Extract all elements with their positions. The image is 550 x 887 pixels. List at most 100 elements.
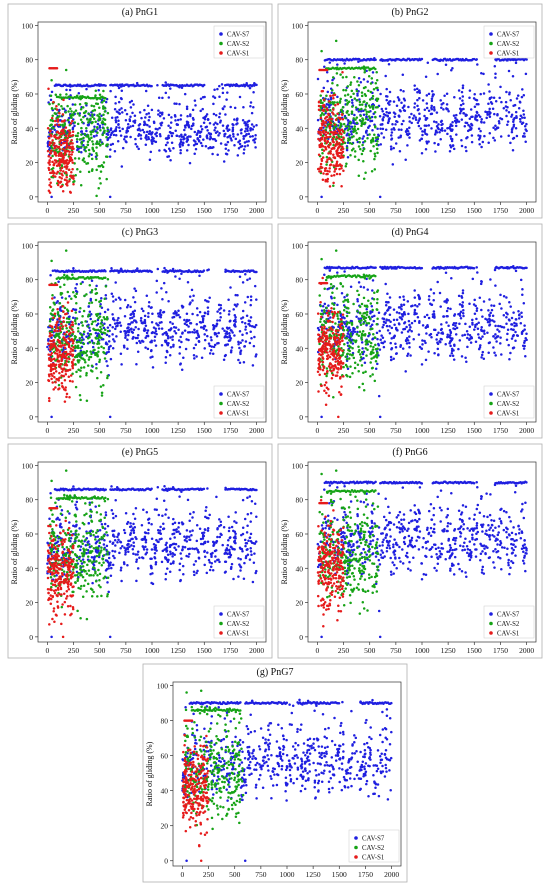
point-cav-s7 [208, 122, 212, 125]
point-cav-s7 [187, 325, 190, 328]
point-cav-s2 [363, 71, 366, 74]
point-cav-s7 [326, 79, 329, 83]
point-cav-s7 [512, 311, 515, 314]
point-cav-s7 [362, 78, 366, 81]
point-cav-s2 [103, 129, 106, 133]
point-cav-s1 [323, 139, 327, 143]
point-cav-s7 [468, 117, 472, 121]
point-cav-s7 [438, 59, 442, 63]
point-cav-s7 [57, 280, 60, 284]
point-cav-s1 [321, 119, 325, 123]
point-cav-s7 [379, 127, 382, 130]
point-cav-s7 [223, 354, 227, 358]
point-cav-s1 [336, 146, 340, 150]
point-cav-s7 [390, 131, 394, 134]
point-cav-s7 [150, 84, 153, 88]
point-cav-s7 [125, 305, 129, 309]
point-cav-s7 [254, 137, 257, 141]
point-cav-s7 [475, 110, 479, 114]
point-cav-s1 [57, 340, 61, 344]
point-cav-s7 [425, 313, 429, 317]
point-cav-s2 [87, 154, 91, 158]
point-cav-s7 [195, 142, 199, 146]
point-cav-s2 [95, 154, 99, 157]
point-cav-s7 [218, 319, 222, 322]
point-cav-s2 [376, 139, 379, 143]
point-cav-s1 [46, 126, 50, 130]
point-cav-s7 [180, 368, 184, 371]
point-cav-s7 [416, 91, 419, 94]
point-cav-s2 [95, 366, 98, 370]
point-cav-s7 [135, 81, 139, 85]
point-cav-s7 [202, 269, 206, 272]
point-cav-s1 [59, 185, 63, 189]
point-cav-s1 [319, 116, 323, 120]
point-cav-s7 [112, 133, 116, 137]
point-cav-s7 [206, 129, 209, 132]
point-cav-s7 [144, 116, 147, 119]
point-cav-s7 [209, 135, 212, 139]
point-cav-s7 [254, 146, 257, 149]
y-tick-label: 100 [22, 21, 34, 30]
point-cav-s7 [148, 125, 151, 128]
point-cav-s7 [494, 99, 498, 103]
point-cav-s7 [382, 113, 386, 116]
point-cav-s2 [325, 94, 328, 98]
point-cav-s2 [349, 81, 353, 84]
point-cav-s7 [410, 112, 413, 116]
point-cav-s7 [229, 137, 233, 140]
point-cav-s7 [186, 121, 190, 125]
point-cav-s7 [252, 125, 256, 128]
point-cav-s7 [233, 106, 237, 110]
point-cav-s2 [95, 194, 98, 198]
point-cav-s7 [390, 134, 393, 137]
point-cav-s7 [212, 146, 215, 149]
point-cav-s7 [397, 136, 400, 139]
point-cav-s1 [341, 145, 344, 149]
point-cav-s1 [49, 324, 52, 328]
point-cav-s7 [104, 293, 108, 297]
point-cav-s2 [373, 168, 377, 171]
point-cav-s2 [346, 129, 350, 132]
point-cav-s7 [213, 324, 216, 328]
point-cav-s1 [69, 347, 73, 350]
point-cav-s1 [49, 129, 52, 132]
y-tick-label: 80 [26, 56, 34, 65]
point-cav-s7 [186, 280, 190, 284]
point-cav-s7 [150, 136, 154, 139]
point-cav-s2 [48, 306, 52, 309]
point-cav-s7 [97, 88, 100, 92]
point-cav-s1 [58, 148, 62, 151]
point-cav-s2 [83, 145, 86, 149]
point-cav-s7 [465, 149, 468, 153]
point-cav-s7 [117, 316, 120, 320]
point-cav-s2 [94, 292, 98, 296]
point-cav-s7 [392, 127, 396, 130]
point-cav-s7 [430, 112, 434, 116]
point-cav-s7 [521, 293, 524, 296]
point-cav-s7 [381, 59, 384, 63]
point-cav-s1 [46, 149, 50, 153]
point-cav-s7 [371, 71, 375, 74]
point-cav-s2 [363, 140, 367, 143]
point-cav-s1 [335, 163, 338, 167]
point-cav-s1 [60, 374, 63, 377]
point-zero [50, 415, 53, 419]
point-cav-s7 [120, 363, 123, 366]
point-cav-s7 [245, 314, 249, 318]
point-cav-s7 [195, 133, 199, 136]
point-cav-s7 [470, 134, 474, 137]
point-cav-s7 [128, 101, 132, 104]
point-cav-s7 [213, 331, 217, 335]
point-cav-s7 [388, 325, 391, 328]
point-cav-s2 [95, 146, 98, 149]
point-cav-s7 [245, 331, 249, 335]
y-tick-label: 0 [29, 193, 33, 202]
legend-marker [219, 41, 223, 46]
point-cav-s2 [345, 111, 349, 114]
y-axis-label: Ratio of gliding (%) [280, 79, 289, 144]
point-cav-s7 [468, 128, 471, 132]
point-cav-s2 [88, 301, 91, 305]
point-cav-s2 [88, 335, 91, 339]
point-cav-s7 [205, 125, 209, 128]
